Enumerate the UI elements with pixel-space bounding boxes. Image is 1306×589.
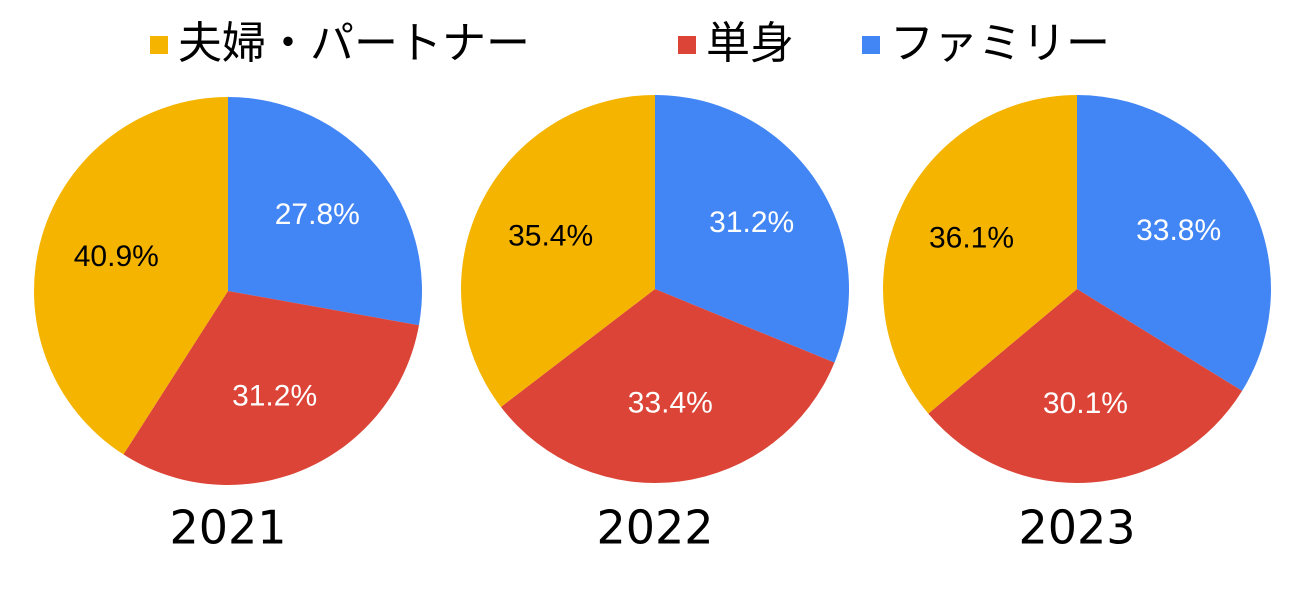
value-label: 33.4% (628, 386, 713, 419)
pie-slice (500, 289, 835, 484)
legend-label: ファミリー (890, 18, 1110, 69)
value-label: 31.2% (709, 206, 794, 239)
legend-swatch (862, 36, 880, 54)
legend-swatch (678, 36, 696, 54)
value-label: 27.8% (275, 198, 360, 231)
pie-slice (883, 95, 1077, 414)
value-label: 30.1% (1043, 387, 1128, 420)
pie-slice (460, 95, 655, 407)
pie-slice (928, 289, 1243, 483)
value-label: 35.4% (508, 219, 593, 252)
pie-slice (33, 97, 229, 455)
pie-slice (123, 291, 419, 485)
legend-label: 単身 (706, 18, 794, 69)
value-label: 40.9% (74, 240, 159, 273)
pie-title: 2022 (596, 501, 713, 555)
pie-title: 2023 (1018, 501, 1135, 555)
legend-label: 夫婦・パートナー (178, 18, 530, 69)
legend-swatch (150, 36, 168, 54)
pie-slice (655, 95, 849, 363)
pie-title: 2021 (169, 501, 286, 555)
value-label: 36.1% (929, 222, 1014, 255)
value-label: 31.2% (232, 380, 317, 413)
pie-slice (1077, 95, 1271, 391)
pie-slice (228, 97, 422, 326)
value-label: 33.8% (1136, 214, 1221, 247)
